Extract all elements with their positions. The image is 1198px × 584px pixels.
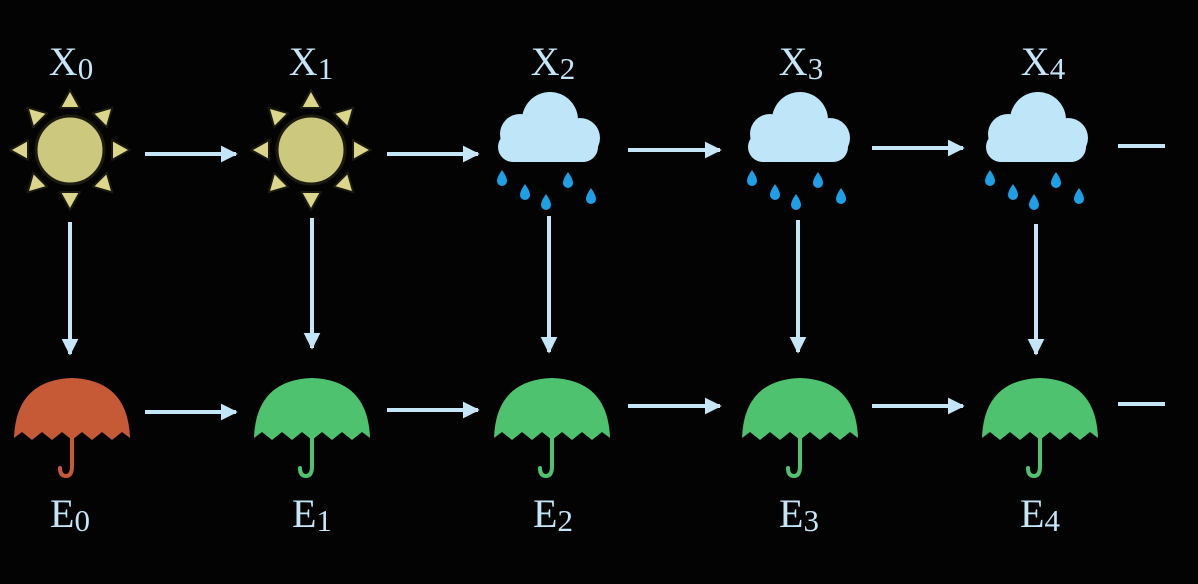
umbrella-icon (254, 378, 370, 478)
umbrella-icon (742, 378, 858, 478)
state-label-x2: X2 (530, 39, 576, 86)
umbrella-icon (494, 378, 610, 478)
state-label-x1: X1 (288, 39, 334, 86)
evidence-label-e2: E2 (533, 491, 573, 538)
state-label-x4: X4 (1020, 39, 1066, 86)
state-label-x3: X3 (778, 39, 824, 86)
sun-icon (224, 63, 398, 237)
rain-cloud-icon (985, 92, 1088, 210)
sun-icon (0, 63, 157, 237)
evidence-label-e0: E0 (50, 491, 90, 538)
umbrella-icon (982, 378, 1098, 478)
evidence-label-e1: E1 (292, 491, 332, 538)
rain-cloud-icon (497, 92, 600, 210)
umbrella-icon (14, 378, 130, 478)
evidence-label-e3: E3 (779, 491, 819, 538)
state-label-x0: X0 (48, 39, 94, 86)
evidence-label-e4: E4 (1020, 491, 1060, 538)
rain-cloud-icon (747, 92, 850, 210)
